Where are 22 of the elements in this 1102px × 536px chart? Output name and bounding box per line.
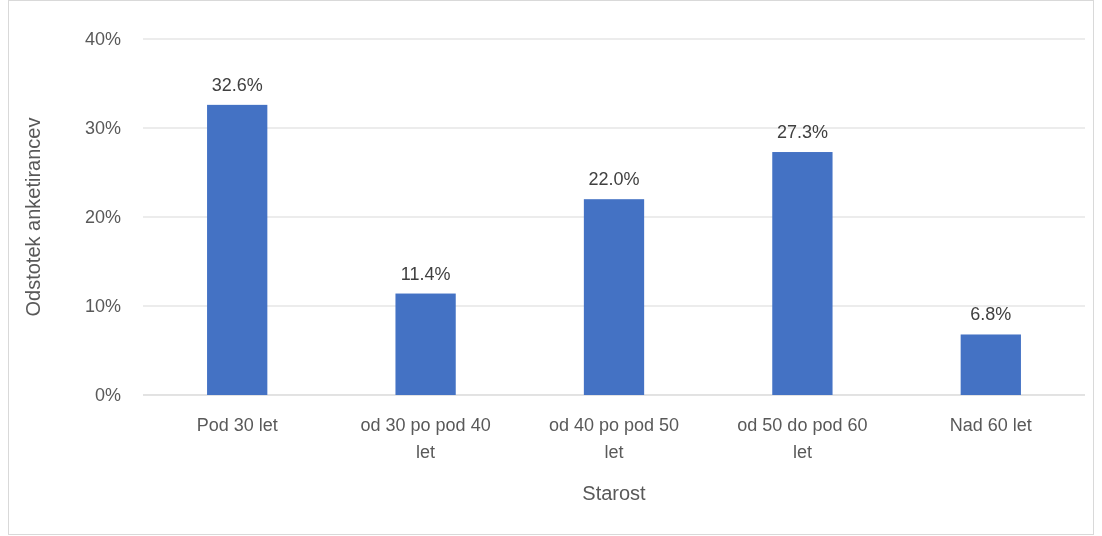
x-tick-label: Nad 60 let (949, 415, 1032, 435)
y-tick-label: 40% (84, 29, 121, 50)
data-label: 22.0% (588, 169, 640, 190)
x-tick-label: Pod 30 let (196, 415, 278, 435)
y-tick-label: 20% (84, 207, 121, 228)
x-tick-label: od 40 po pod 50 let (548, 415, 680, 462)
data-label: 11.4% (400, 263, 451, 284)
data-label: 32.6% (211, 74, 263, 95)
x-tick-label: od 50 do pod 60 let (737, 415, 868, 462)
x-tick-label: od 30 po pod 40 let (360, 415, 491, 462)
y-tick-label: 10% (84, 296, 121, 317)
bar (772, 152, 833, 395)
y-tick-label: 0% (94, 385, 121, 406)
bar (395, 293, 456, 395)
data-label: 27.3% (776, 122, 828, 143)
bar (583, 199, 645, 395)
bar (207, 104, 268, 395)
x-axis-title: Starost (582, 482, 647, 504)
bar (960, 334, 1021, 395)
data-label: 6.8% (970, 304, 1012, 325)
y-axis-title: Odstotek anketirancev (22, 117, 44, 317)
y-tick-label: 30% (84, 118, 121, 139)
